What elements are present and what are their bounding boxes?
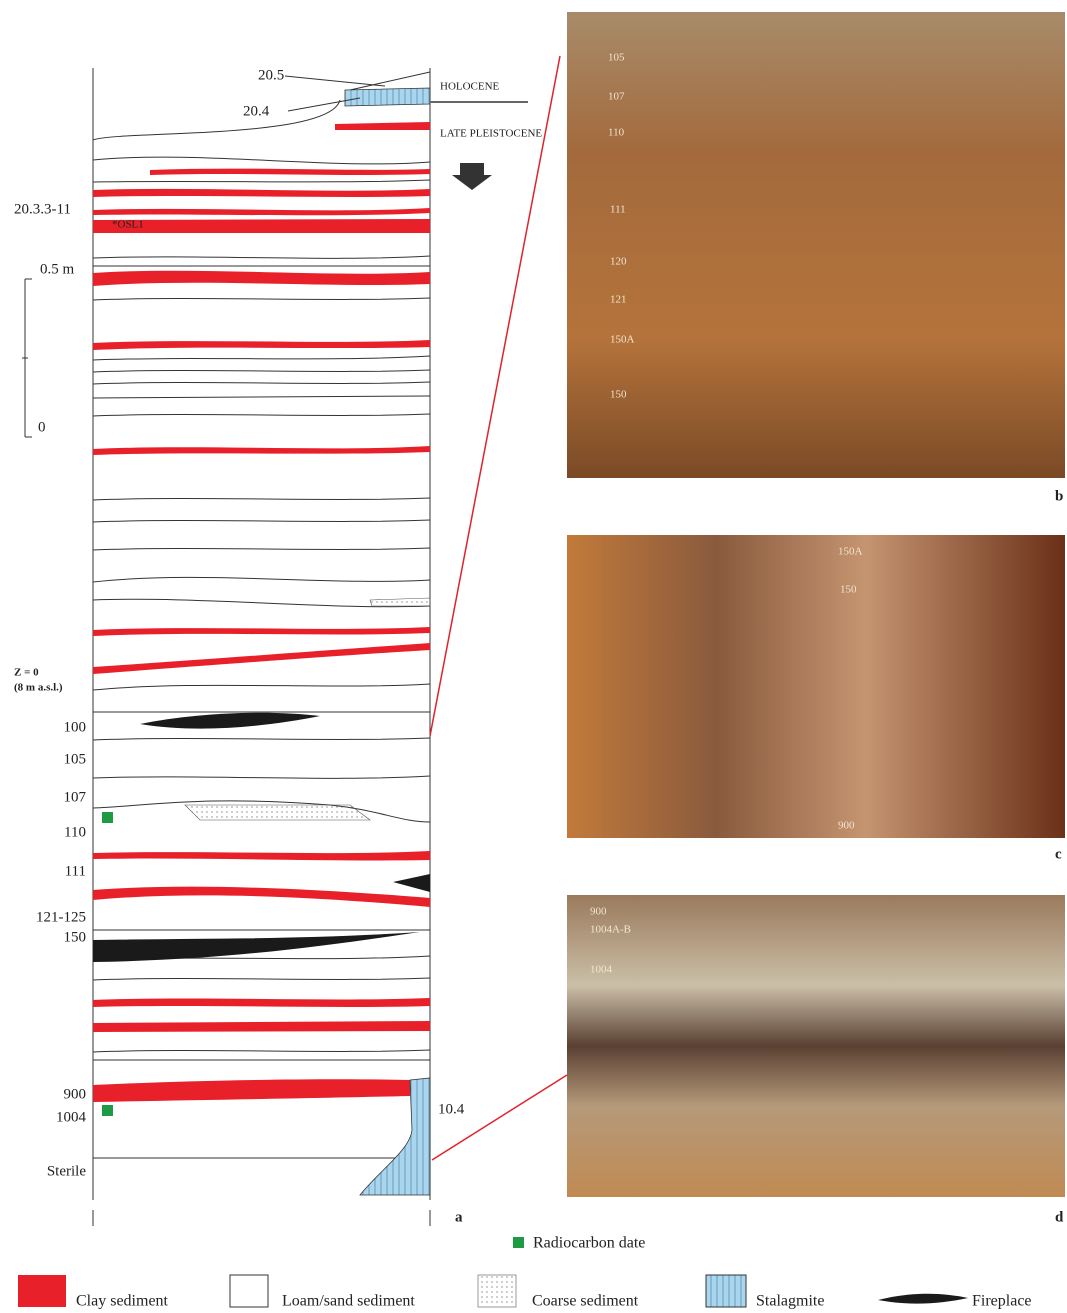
legend-label: Clay sediment bbox=[76, 1293, 169, 1310]
photo-label: 111 bbox=[610, 204, 626, 216]
panel-letter: d bbox=[1055, 1209, 1064, 1225]
panel-letter: b bbox=[1055, 488, 1063, 504]
layer-label: 121-125 bbox=[36, 909, 86, 925]
layer-label: 1004 bbox=[56, 1109, 87, 1125]
photo-label: 900 bbox=[590, 906, 607, 918]
label: 10.4 bbox=[438, 1101, 465, 1117]
photo-d bbox=[567, 895, 1065, 1197]
photo-label: 150A bbox=[838, 546, 863, 558]
photo-label: 1004A-B bbox=[590, 924, 631, 936]
datum: (8 m a.s.l.) bbox=[14, 682, 63, 694]
clay-bands bbox=[93, 122, 430, 1102]
panel-letter: c bbox=[1055, 846, 1062, 862]
label: 20.5 bbox=[258, 67, 284, 83]
layer-label: 900 bbox=[64, 1086, 87, 1102]
label: 20.3.3-11 bbox=[14, 201, 71, 217]
legend-label: Fireplace bbox=[972, 1293, 1032, 1310]
boundaries bbox=[92, 179, 431, 1159]
layer-label: 111 bbox=[65, 863, 86, 879]
layer-label: 150 bbox=[64, 929, 87, 945]
photo-label: 150A bbox=[610, 334, 635, 346]
photo-label: 105 bbox=[608, 52, 625, 64]
legend-label: Loam/sand sediment bbox=[282, 1293, 415, 1310]
photo-label: 120 bbox=[610, 256, 627, 268]
scale-label: 0 bbox=[38, 419, 46, 435]
photo-label: 900 bbox=[838, 820, 855, 832]
period: LATE PLEISTOCENE bbox=[440, 128, 542, 140]
photo-c bbox=[567, 535, 1065, 838]
panel-letter: a bbox=[455, 1209, 463, 1225]
photo-label: 1004 bbox=[590, 964, 613, 976]
layer-label: 105 bbox=[64, 751, 87, 767]
datum: Z = 0 bbox=[14, 667, 39, 679]
photo-b bbox=[567, 12, 1065, 478]
layer-label: 107 bbox=[64, 789, 87, 805]
layer-label: 100 bbox=[64, 719, 87, 735]
label: *OSL1 bbox=[112, 219, 144, 231]
photo-label: 150 bbox=[610, 389, 627, 401]
photo-label: 150 bbox=[840, 584, 857, 596]
label: 20.4 bbox=[243, 103, 270, 119]
period: HOLOCENE bbox=[440, 81, 500, 93]
scale-label: 0.5 m bbox=[40, 261, 75, 277]
photo-label: 121 bbox=[610, 294, 627, 306]
photo-label: 110 bbox=[608, 127, 625, 139]
photo-label: 107 bbox=[608, 91, 625, 103]
column bbox=[22, 55, 568, 1226]
layer-label: Sterile bbox=[47, 1163, 86, 1179]
legend-label: Coarse sediment bbox=[532, 1293, 639, 1310]
legend-label: Stalagmite bbox=[756, 1293, 824, 1310]
layer-label: 110 bbox=[64, 824, 86, 840]
legend-label: Radiocarbon date bbox=[533, 1235, 645, 1252]
